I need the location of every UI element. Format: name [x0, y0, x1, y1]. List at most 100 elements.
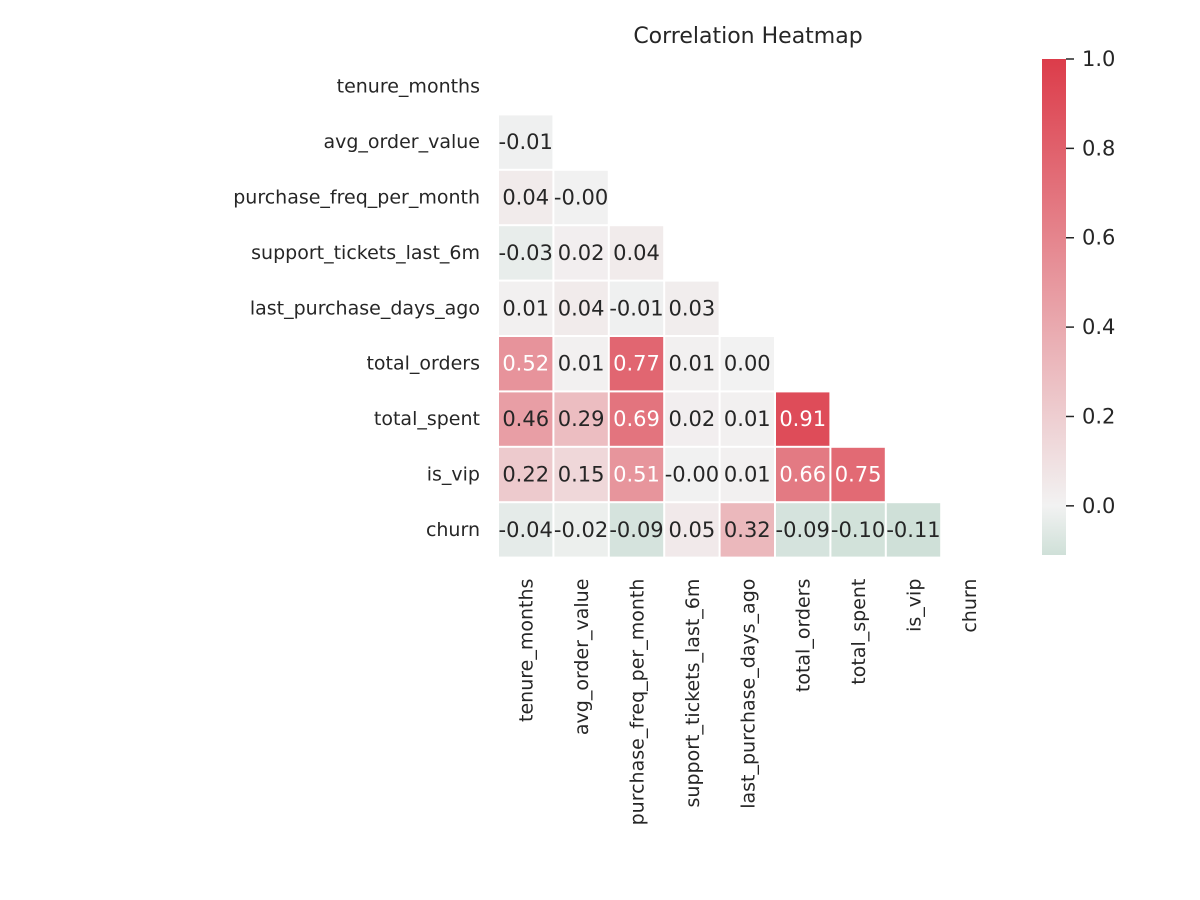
heatmap-cell — [554, 170, 608, 225]
heatmap-cells: -0.010.04 -0.00-0.03 0.02 0.040.01 0.04 -0.01… — [499, 115, 941, 557]
heatmap-cell — [776, 392, 830, 446]
heatmap-cell — [776, 447, 830, 502]
cell-value-label: 0.22 — [502, 463, 549, 487]
heatmap-cell — [720, 447, 774, 502]
colorbar — [1042, 59, 1066, 555]
y-tick-label: total_spent — [374, 408, 480, 430]
x-tick-label: avg_order_value — [571, 579, 593, 736]
heatmap-cell — [720, 503, 774, 557]
cell-value-label: 0.01 — [669, 352, 716, 376]
heatmap-cell — [665, 503, 719, 557]
heatmap-cell — [499, 170, 553, 225]
cell-value-label: 0.05 — [669, 518, 716, 542]
heatmap-cell — [831, 447, 885, 502]
cell-value-label: 0.91 — [779, 407, 826, 431]
heatmap-cell — [609, 226, 664, 280]
cell-value-label: 0.02 — [558, 241, 605, 265]
cell-value-label: -0.01 — [609, 296, 663, 320]
heatmap-cell — [609, 447, 664, 502]
colorbar-tick-label: 1.0 — [1082, 47, 1115, 71]
cell-value-label: 0.01 — [724, 463, 771, 487]
y-tick-label: avg_order_value — [323, 131, 480, 153]
heatmap-cell — [720, 337, 774, 391]
y-tick-label: is_vip — [427, 464, 480, 486]
cell-value-label: -0.01 — [499, 130, 553, 154]
cell-value-label: -0.04 — [499, 518, 553, 542]
y-tick-label: last_purchase_days_ago — [250, 297, 480, 319]
heatmap-cell — [665, 281, 719, 335]
heatmap-cell — [831, 503, 885, 557]
heatmap-cell — [720, 392, 774, 446]
heatmap-cell — [886, 503, 941, 557]
y-tick-label: churn — [426, 519, 480, 541]
x-tick-label: purchase_freq_per_month — [627, 579, 649, 826]
x-tick-label: last_purchase_days_ago — [737, 579, 759, 809]
cell-value-label: 0.00 — [724, 352, 771, 376]
heatmap-cell — [665, 337, 719, 391]
heatmap-cell — [554, 392, 608, 446]
heatmap-cell — [609, 392, 664, 446]
heatmap-cell — [609, 281, 664, 335]
cell-value-label: 0.03 — [669, 296, 716, 320]
cell-value-label: 0.01 — [558, 352, 605, 376]
heatmap-cell — [499, 392, 553, 446]
cell-value-label: 0.29 — [558, 407, 605, 431]
y-tick-label: purchase_freq_per_month — [233, 187, 480, 209]
cell-value-label: -0.11 — [886, 518, 940, 542]
x-tick-label: total_orders — [793, 579, 815, 693]
x-tick-label: is_vip — [904, 579, 926, 632]
chart-title: Correlation Heatmap — [633, 24, 863, 49]
cell-value-label: 0.04 — [558, 296, 605, 320]
cell-value-label: 0.04 — [613, 241, 660, 265]
heatmap-cell — [499, 337, 553, 391]
heatmap-cell — [776, 503, 830, 557]
colorbar-tick-label: 0.0 — [1082, 494, 1115, 518]
cell-value-label: -0.09 — [609, 518, 663, 542]
x-tick-label: support_tickets_last_6m — [682, 579, 704, 808]
cell-value-label: 0.04 — [502, 186, 549, 210]
cell-value-label: 0.02 — [669, 407, 716, 431]
heatmap-cell — [665, 392, 719, 446]
colorbar-tick-label: 0.6 — [1082, 226, 1115, 250]
cell-value-label: 0.01 — [724, 407, 771, 431]
heatmap-cell — [554, 281, 608, 335]
colorbar-tick-label: 0.8 — [1082, 136, 1115, 160]
x-tick-label: total_spent — [848, 579, 870, 685]
heatmap-cell — [499, 226, 553, 280]
heatmap-cell — [609, 503, 664, 557]
cell-value-label: 0.77 — [613, 352, 660, 376]
cell-value-label: 0.52 — [502, 352, 549, 376]
cell-value-label: -0.02 — [554, 518, 608, 542]
heatmap-cell — [499, 281, 553, 335]
x-tick-label: tenure_months — [516, 579, 538, 722]
cell-value-label: 0.32 — [724, 518, 771, 542]
heatmap-cell — [554, 503, 608, 557]
cell-value-label: -0.00 — [665, 463, 719, 487]
heatmap-cell — [554, 226, 608, 280]
heatmap-cell — [609, 337, 664, 391]
cell-value-label: -0.09 — [776, 518, 830, 542]
colorbar-tick-label: 0.4 — [1082, 315, 1115, 339]
heatmap-cell — [665, 447, 719, 502]
cell-value-label: 0.51 — [613, 463, 660, 487]
heatmap-cell — [499, 447, 553, 502]
heatmap-cell — [554, 337, 608, 391]
cell-value-label: -0.10 — [831, 518, 885, 542]
cell-value-label: 0.75 — [835, 463, 882, 487]
cell-value-label: -0.00 — [554, 186, 608, 210]
heatmap-cell — [499, 115, 553, 169]
heatmap-cell — [554, 447, 608, 502]
x-tick-label: churn — [959, 579, 981, 633]
heatmap-cell — [499, 503, 553, 557]
cell-value-label: 0.69 — [613, 407, 660, 431]
y-tick-label: total_orders — [366, 353, 480, 375]
cell-value-label: 0.66 — [779, 463, 826, 487]
colorbar-tick-label: 0.2 — [1082, 404, 1115, 428]
cell-value-label: -0.03 — [499, 241, 553, 265]
cell-value-label: 0.01 — [502, 296, 549, 320]
y-tick-label: tenure_months — [337, 76, 480, 98]
cell-value-label: 0.15 — [558, 463, 605, 487]
y-tick-label: support_tickets_last_6m — [251, 242, 480, 264]
cell-value-label: 0.46 — [502, 407, 549, 431]
